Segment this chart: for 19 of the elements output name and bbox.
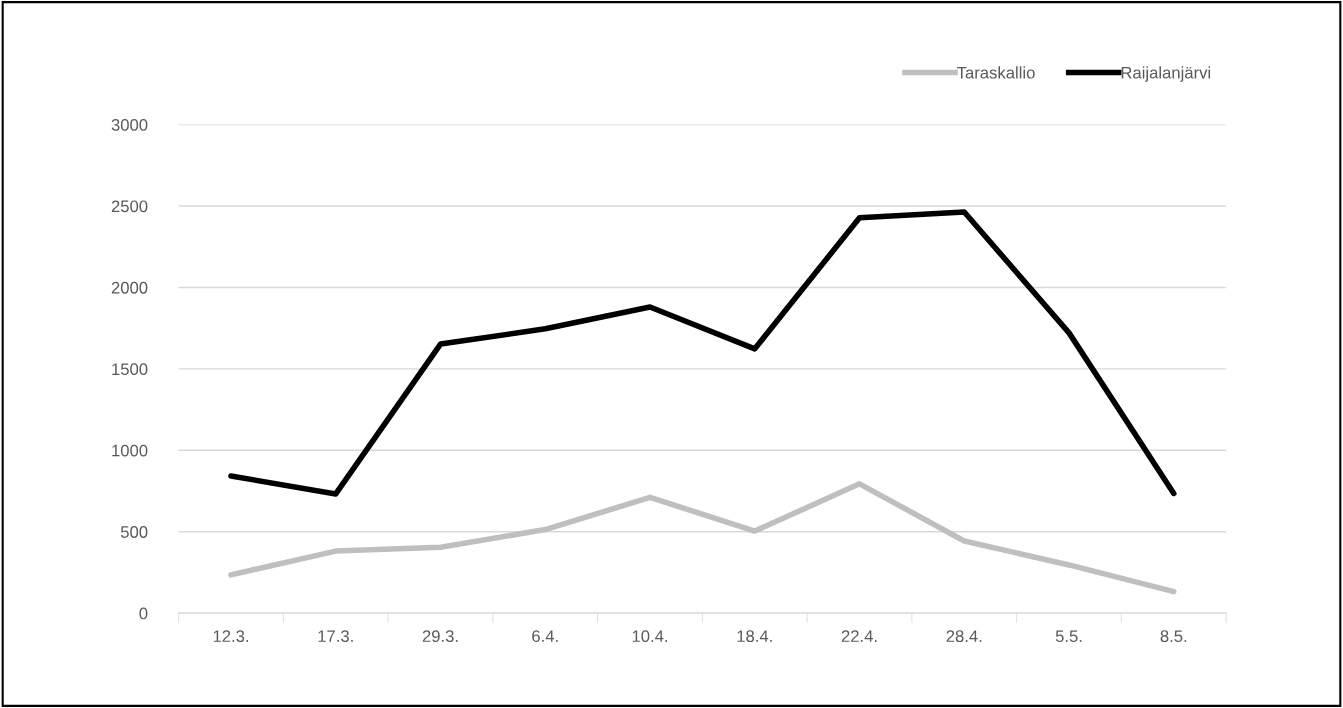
x-tick-label: 29.3. [422, 630, 458, 643]
x-tick-label: 28.4. [946, 630, 982, 643]
y-tick-label: 1500 [112, 363, 148, 376]
x-tick-label: 17.3. [318, 630, 353, 643]
x-tick-label: 10.4. [632, 630, 668, 643]
y-tick-label: 2500 [111, 200, 148, 213]
y-tick-label: 2000 [111, 281, 148, 294]
y-tick-label: 3000 [111, 119, 148, 131]
legend-label: Taraskallio [957, 66, 1035, 79]
y-tick-label: 500 [120, 526, 148, 538]
legend-label: Raijalanjärvi [1121, 66, 1211, 82]
y-tick-label: 1000 [112, 444, 148, 457]
x-tick-label: 22.4. [841, 630, 877, 642]
y-tick-label: 0 [139, 607, 148, 620]
x-tick-label: 18.4. [737, 630, 772, 643]
x-tick-label: 8.5. [1160, 630, 1187, 643]
x-tick-label: 12.3. [213, 630, 249, 643]
x-tick-label: 5.5. [1055, 630, 1082, 643]
x-tick-label: 6.4. [532, 630, 558, 643]
